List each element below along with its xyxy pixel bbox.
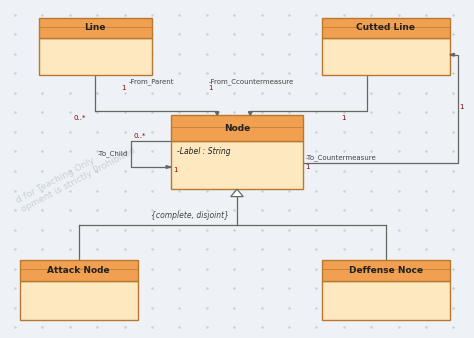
FancyBboxPatch shape bbox=[322, 18, 450, 38]
FancyBboxPatch shape bbox=[19, 281, 138, 320]
Text: 1: 1 bbox=[121, 85, 126, 91]
FancyBboxPatch shape bbox=[19, 260, 138, 281]
Text: 1: 1 bbox=[306, 164, 310, 170]
Text: -Label : String: -Label : String bbox=[176, 147, 230, 156]
Text: 0..*: 0..* bbox=[133, 133, 146, 139]
Text: 1: 1 bbox=[341, 115, 346, 121]
Text: 0..*: 0..* bbox=[74, 115, 86, 121]
Text: Attack Node: Attack Node bbox=[47, 266, 110, 275]
Text: d for Teaching Only
opment is strictly Prohibited: d for Teaching Only opment is strictly P… bbox=[15, 137, 137, 214]
Text: Deffense Noce: Deffense Noce bbox=[349, 266, 423, 275]
FancyBboxPatch shape bbox=[322, 281, 450, 320]
Text: -From_Ccountermeasure: -From_Ccountermeasure bbox=[209, 78, 294, 85]
FancyBboxPatch shape bbox=[38, 38, 152, 75]
Polygon shape bbox=[450, 53, 455, 56]
Text: 1: 1 bbox=[209, 85, 213, 91]
Text: Node: Node bbox=[224, 124, 250, 132]
Polygon shape bbox=[215, 112, 219, 115]
Polygon shape bbox=[248, 112, 252, 115]
Text: Cutted Line: Cutted Line bbox=[356, 23, 415, 32]
Text: -From_Parent: -From_Parent bbox=[128, 78, 174, 85]
Text: {complete, disjoint}: {complete, disjoint} bbox=[151, 211, 229, 220]
FancyBboxPatch shape bbox=[322, 38, 450, 75]
Text: -To_Child: -To_Child bbox=[98, 151, 128, 158]
Text: -To_Countermeasure: -To_Countermeasure bbox=[306, 154, 376, 161]
Text: 1: 1 bbox=[459, 104, 464, 110]
FancyBboxPatch shape bbox=[171, 115, 303, 141]
Polygon shape bbox=[231, 189, 243, 197]
Text: Line: Line bbox=[84, 23, 106, 32]
Polygon shape bbox=[166, 166, 171, 168]
FancyBboxPatch shape bbox=[322, 260, 450, 281]
FancyBboxPatch shape bbox=[38, 18, 152, 38]
Text: 1: 1 bbox=[173, 167, 178, 173]
FancyBboxPatch shape bbox=[171, 141, 303, 189]
